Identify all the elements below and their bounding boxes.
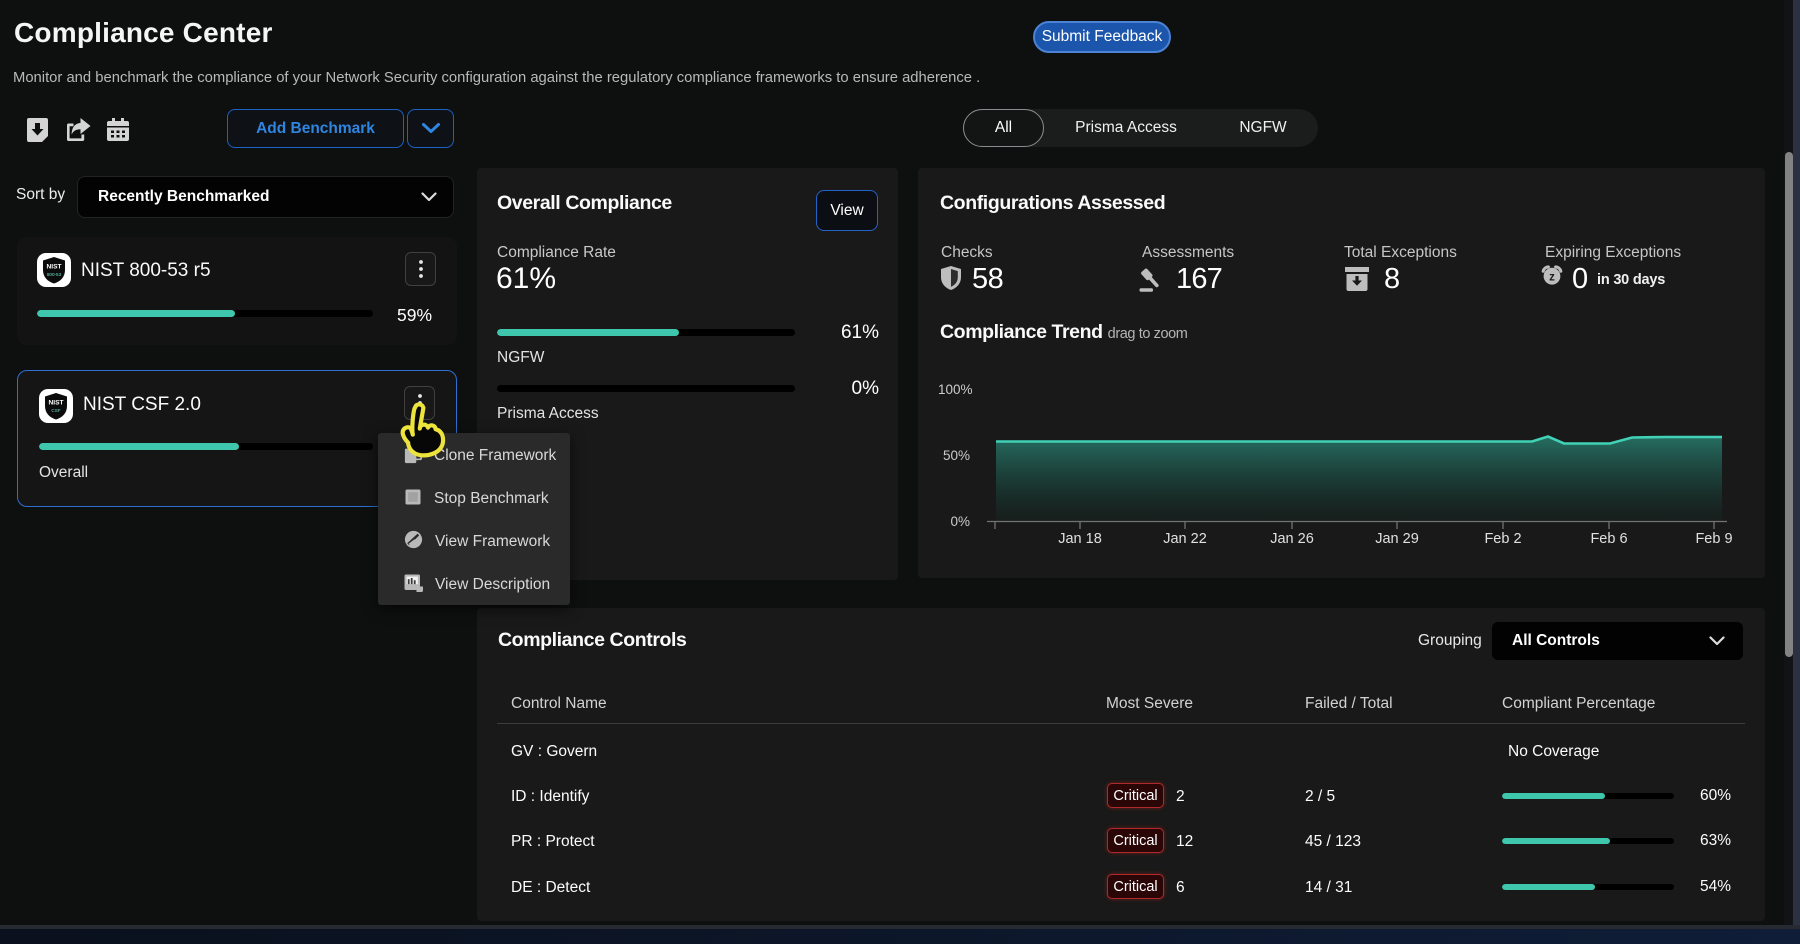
svg-text:CSF: CSF (51, 408, 60, 413)
svg-text:NIST: NIST (46, 264, 61, 271)
svg-text:z: z (1549, 271, 1555, 283)
svg-text:800-53: 800-53 (47, 272, 62, 277)
svg-text:NIST: NIST (48, 400, 63, 407)
